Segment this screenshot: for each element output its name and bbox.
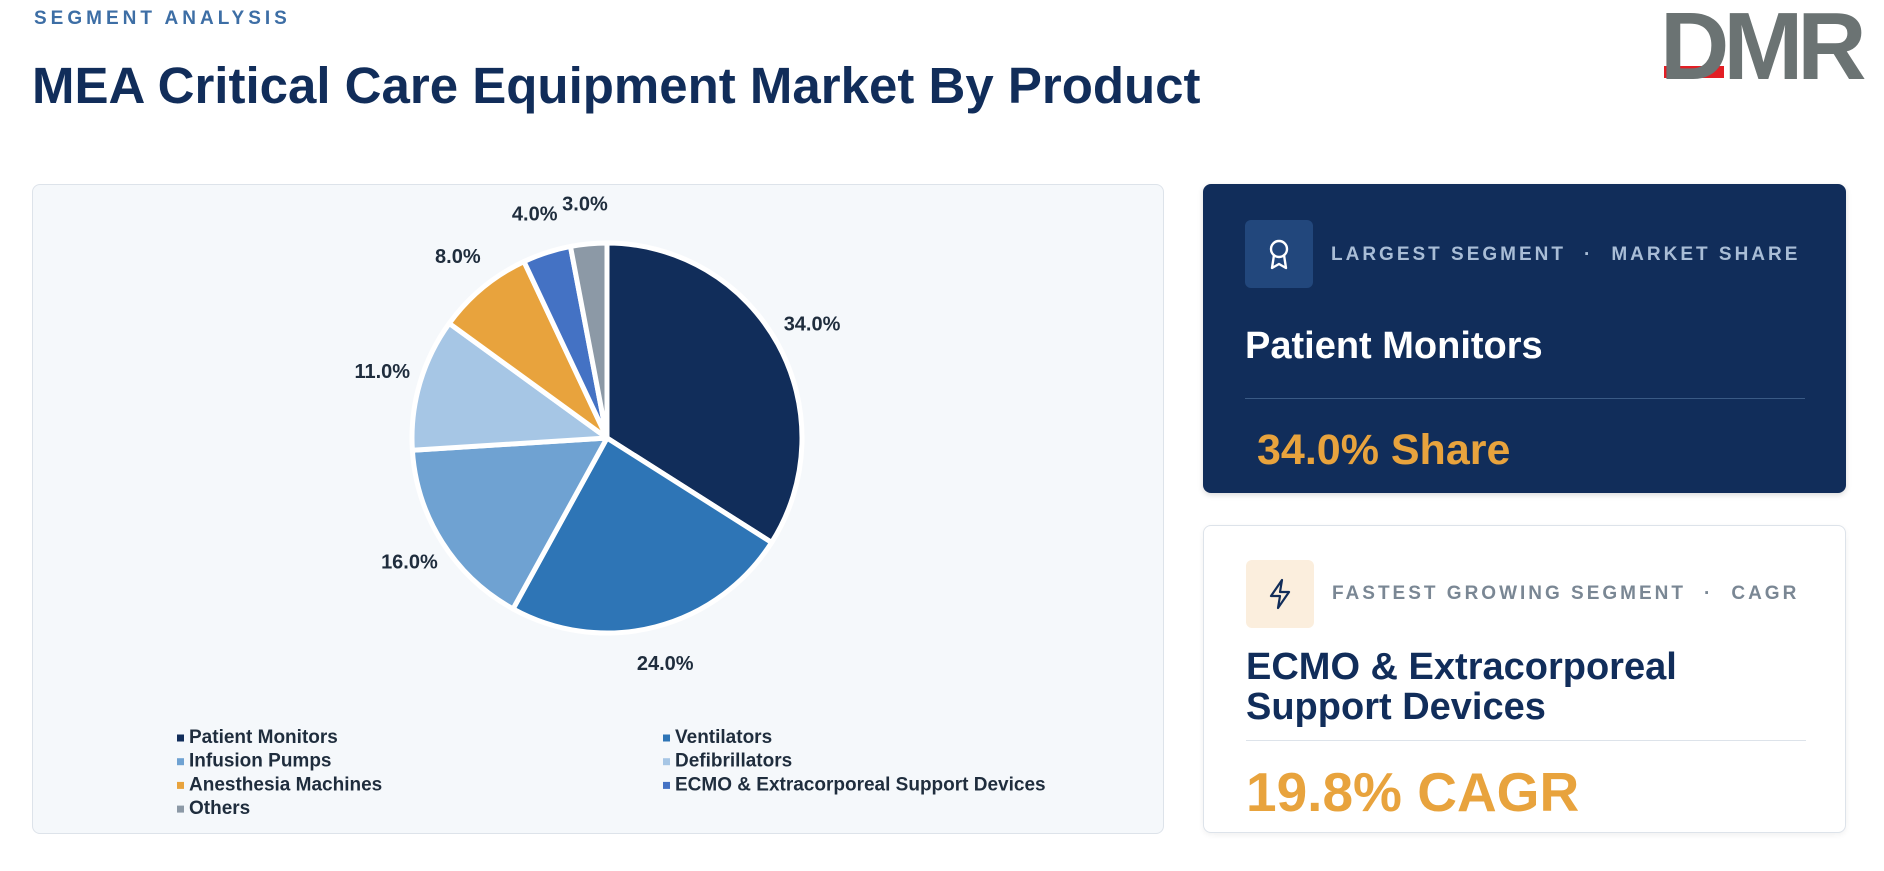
legend-swatch [177,805,184,813]
pie-slice [409,435,610,612]
legend-label: Patient Monitors [189,727,338,748]
legend-swatch [663,734,670,742]
divider [1246,740,1806,741]
value-label: 3.0% [562,193,608,215]
legend-label: Defibrillators [675,751,792,772]
segment-name: ECMO & Extracorporeal Support Devices [1246,646,1677,728]
fastest-card: FASTEST GROWING SEGMENTCAGR ECMO & Extra… [1203,525,1846,833]
legend-label: Infusion Pumps [189,751,332,772]
legend-swatch [177,781,184,789]
label: FASTEST GROWING SEGMENT [1332,583,1687,604]
card-label: LARGEST SEGMENTMARKET SHARE [1331,244,1800,266]
legend-swatch [177,758,184,766]
largest-card: LARGEST SEGMENTMARKET SHARE Patient Moni… [1203,184,1846,493]
segment-name: Patient Monitors [1245,325,1543,367]
segment-value: 34.0% Share [1257,426,1511,474]
value-label: 16.0% [381,552,438,574]
page-title: MEA Critical Care Equipment Market By Pr… [32,57,1201,114]
pie-slice [409,320,610,453]
bolt-icon [1246,560,1314,628]
eyebrow: SEGMENT ANALYSIS [34,8,291,29]
legend-label: Others [189,798,250,819]
segment-value: 19.8% CAGR [1246,761,1580,823]
legend-label: Anesthesia Machines [189,774,382,795]
legend-label: Ventilators [675,727,772,748]
legend-swatch [177,734,184,742]
legend-label: ECMO & Extracorporeal Support Devices [675,774,1046,795]
logo-accent [1664,66,1724,78]
metric: CAGR [1686,583,1799,604]
award-icon [1245,220,1313,288]
legend-swatch [663,758,670,766]
value-label: 34.0% [784,314,841,336]
chart: 34.0% 24.0% 16.0% 11.0% 8.0% 4.0% 3.0% Patient … [177,193,1046,819]
card-label: FASTEST GROWING SEGMENTCAGR [1332,583,1799,605]
metric: MARKET SHARE [1566,244,1800,265]
legend-swatch [663,781,670,789]
value-label: 4.0% [512,204,558,226]
pie-slice [510,435,775,636]
value-label: 24.0% [637,653,694,675]
logo: DMR [1660,0,1867,100]
value-label: 8.0% [435,246,481,268]
divider [1245,398,1805,399]
label: LARGEST SEGMENT [1331,244,1567,265]
value-label: 11.0% [354,361,410,383]
pie-slice [567,240,610,441]
